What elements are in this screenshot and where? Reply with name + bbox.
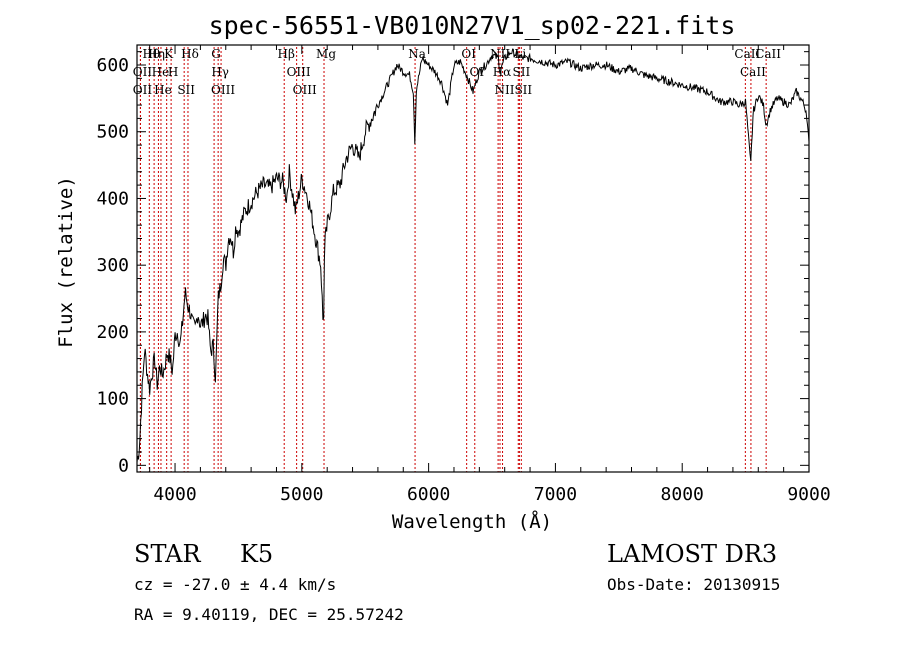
- line-marker-label: OII: [133, 65, 153, 79]
- x-tick-label: 6000: [407, 484, 450, 505]
- y-tick-label: 500: [96, 122, 129, 143]
- line-marker-label: SII: [177, 83, 195, 97]
- line-marker-label: OIII: [211, 83, 235, 97]
- line-marker-label: Hβ: [278, 47, 295, 61]
- line-marker-label: OIII: [287, 65, 311, 79]
- redshift-velocity: cz = -27.0 ± 4.4 km/s: [134, 575, 337, 594]
- x-tick-label: 7000: [534, 484, 577, 505]
- object-subclass: K5: [240, 540, 274, 568]
- object-class: STAR: [134, 540, 201, 568]
- line-marker-label: SII: [514, 83, 532, 97]
- line-markers: [139, 47, 767, 472]
- line-marker-label: OI: [469, 65, 484, 79]
- line-marker-label: CaII: [740, 65, 766, 79]
- line-marker-label: Mg: [316, 47, 336, 61]
- x-tick-label: 8000: [661, 484, 704, 505]
- line-marker-label: SII: [513, 65, 531, 79]
- plot-frame: [136, 44, 810, 473]
- y-tick-label: 600: [96, 55, 129, 76]
- line-marker-label: G: [211, 47, 221, 61]
- line-marker-label: Hθ: [142, 47, 160, 61]
- line-marker-label: OII: [133, 83, 153, 97]
- line-marker-label: CaII: [755, 47, 781, 61]
- y-tick-label: 400: [96, 188, 129, 209]
- y-axis-label: Flux (relative): [55, 176, 77, 348]
- observation-date: Obs-Date: 20130915: [607, 575, 781, 594]
- y-axis-ticks: 0 100 200 300 400 500 600: [96, 51, 809, 476]
- line-marker-label: Na: [408, 47, 426, 61]
- line-marker-label: OIII: [293, 83, 317, 97]
- line-marker-label: K: [164, 47, 174, 61]
- ra-dec-coordinates: RA = 9.40119, DEC = 25.57242: [134, 605, 404, 624]
- line-marker-label: Li: [514, 47, 526, 61]
- line-marker-labels: Hθ OII OII Hη He He KH SII Hδ G Hγ OIII Hβ OIII OIII Mg…: [133, 47, 782, 97]
- x-tick-label: 4000: [153, 484, 196, 505]
- line-marker-label: NII: [490, 47, 510, 61]
- line-marker-label: Hγ: [211, 65, 229, 79]
- y-tick-label: 100: [96, 389, 129, 410]
- line-marker-label: He: [152, 65, 170, 79]
- line-marker-label: Hα: [493, 65, 512, 79]
- x-tick-label: 5000: [280, 484, 323, 505]
- y-tick-label: 200: [96, 322, 129, 343]
- line-marker-label: Hδ: [181, 47, 199, 61]
- x-axis-label: Wavelength (Å): [392, 510, 552, 533]
- x-tick-label: 9000: [787, 484, 830, 505]
- y-tick-label: 300: [96, 255, 129, 276]
- line-marker-label: Hη: [147, 47, 165, 61]
- line-marker-label: OI: [461, 47, 476, 61]
- line-marker-label: He: [154, 83, 172, 97]
- flux-series-line: [136, 48, 810, 463]
- line-marker-label: NII: [495, 83, 515, 97]
- line-marker-label: H: [168, 65, 178, 79]
- line-marker-label: CaII: [734, 47, 760, 61]
- chart-title: spec-56551-VB010N27V1_sp02-221.fits: [209, 11, 736, 40]
- survey-name: LAMOST DR3: [607, 540, 778, 568]
- x-axis-ticks: 4000 5000 6000 7000 8000 9000: [149, 45, 831, 505]
- y-tick-label: 0: [118, 455, 129, 476]
